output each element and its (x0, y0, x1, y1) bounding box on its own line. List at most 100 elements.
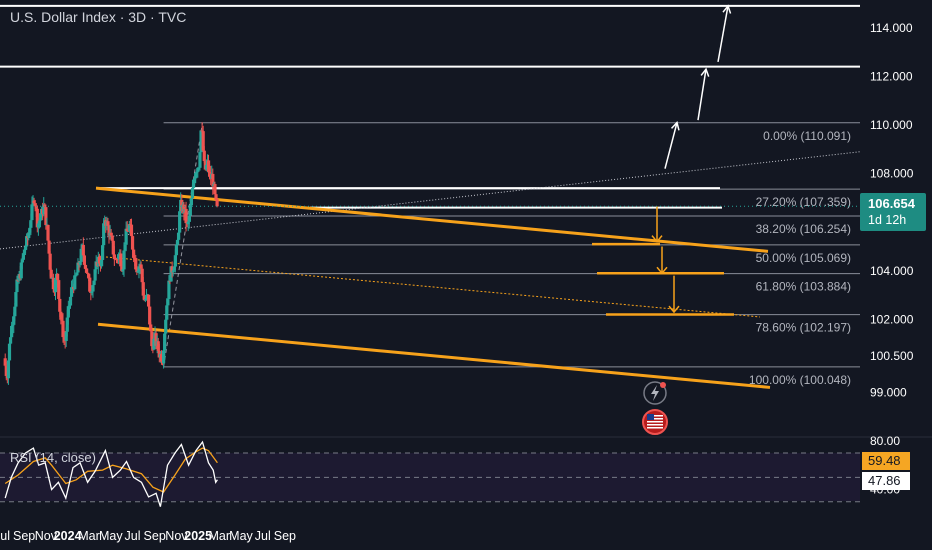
candle-body (48, 253, 52, 270)
candle-body (92, 280, 96, 286)
candle-body (4, 365, 8, 376)
candle-body (47, 240, 51, 254)
time-axis-tick: Jul (0, 529, 10, 543)
candle-body (57, 280, 61, 299)
time-axis-tick: Jul (255, 529, 271, 543)
candle-body (135, 269, 139, 273)
candle-body (3, 358, 7, 366)
candle-body (62, 337, 66, 340)
candle-body (172, 266, 176, 271)
candle-body (60, 319, 64, 321)
candle-body (166, 299, 170, 306)
candle-body (81, 244, 85, 256)
candle-body (140, 268, 144, 283)
candle-body (19, 262, 23, 279)
rsi-indicator-label[interactable]: RSI (14, close) (10, 450, 96, 465)
candle-body (164, 319, 168, 334)
candle-body (28, 227, 32, 233)
channel-lower-line (97, 322, 771, 389)
time-axis-tick: 2025 (184, 529, 212, 543)
candle-body (46, 224, 50, 241)
candle-body (127, 224, 131, 231)
candle-body (202, 150, 206, 162)
candle-body (139, 264, 143, 269)
candle-body (204, 164, 208, 170)
candle-body (115, 259, 120, 261)
price-axis-tick: 102.000 (870, 312, 914, 326)
candle-body (196, 167, 200, 172)
candle-body (148, 306, 152, 325)
rsi-value-tag: 47.86 (862, 472, 910, 490)
candle-body (10, 325, 14, 338)
candle-body (182, 204, 186, 213)
candle-body (117, 254, 121, 260)
candle-body (214, 194, 218, 200)
candle-body (35, 208, 39, 228)
time-axis-tick: Sep (274, 529, 296, 543)
event-dot-icon (660, 382, 666, 388)
channel-upper-line (95, 186, 769, 253)
chart-title: U.S. Dollar Index · 3D · TVC (10, 9, 187, 25)
candle-body (64, 331, 68, 341)
candle-body (14, 292, 18, 307)
candle-body (149, 324, 153, 332)
candle-body (197, 167, 201, 169)
fib-level-label: 38.20% (106.254) (756, 222, 851, 236)
candle-body (112, 254, 116, 260)
candle-body (32, 200, 36, 204)
candle-body (156, 341, 160, 351)
down-arrow-head (656, 266, 668, 275)
rsi-ma-value-tag: 59.48 (862, 452, 910, 470)
candle-body (34, 205, 38, 209)
candle-body (141, 282, 145, 296)
candle-body (74, 275, 78, 277)
candle-body (200, 130, 204, 132)
price-axis-tick: 100.500 (870, 349, 914, 363)
flag-stripe (647, 427, 663, 429)
candle-body (110, 235, 114, 241)
candle-body (194, 172, 198, 179)
channel-mid-line (97, 255, 761, 318)
candle-body (152, 338, 156, 350)
candle-body (211, 173, 215, 187)
bar-countdown: 1d 12h (868, 213, 907, 227)
time-axis-tick: Nov (165, 529, 188, 543)
candle-body (37, 220, 42, 224)
candle-body (20, 259, 24, 263)
candle-body (82, 255, 86, 265)
candle-body (13, 306, 17, 317)
price-axis-tick: 108.000 (870, 167, 914, 181)
candle-body (90, 291, 94, 294)
candle-body (174, 244, 179, 256)
fib-trend-line (163, 122, 203, 367)
candle-body (27, 232, 31, 239)
candle-body (87, 273, 91, 278)
price-axis-tick: 99.000 (870, 385, 907, 399)
candle-body (99, 259, 104, 267)
candle-body (86, 272, 90, 274)
candle-body (109, 232, 113, 236)
fib-level-label: 61.80% (103.884) (756, 280, 851, 294)
candle-body (126, 230, 130, 232)
candle-body (23, 246, 28, 250)
candle-body (15, 279, 19, 293)
candle-body (79, 248, 83, 262)
candle-body (176, 232, 181, 240)
up-arrow-head (700, 67, 710, 77)
fib-level-label: 78.60% (102.197) (756, 321, 851, 335)
candle-body (137, 266, 141, 272)
candle-body (206, 160, 211, 172)
up-arrow (664, 122, 678, 169)
time-axis-tick: 2024 (54, 529, 82, 543)
last-price: 106.654 (868, 196, 915, 211)
up-arrow (717, 5, 729, 62)
candle-body (123, 244, 127, 251)
candle-body (42, 204, 46, 215)
candle-body (165, 305, 169, 320)
candle-body (8, 337, 13, 344)
candle-body (65, 317, 69, 332)
candle-body (29, 220, 33, 228)
candle-body (215, 199, 219, 207)
lightning-bolt-icon (651, 385, 659, 401)
